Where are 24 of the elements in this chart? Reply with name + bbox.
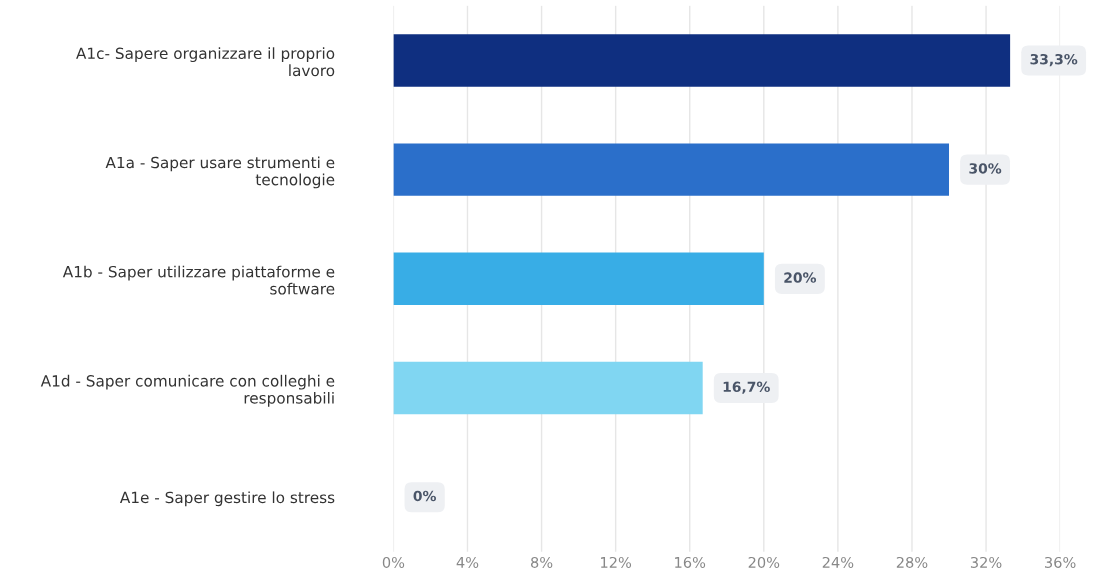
x-tick-label: 20%	[748, 556, 780, 568]
x-tick-label: 24%	[822, 556, 854, 568]
data-label: 33,3%	[1030, 53, 1078, 67]
x-tick-label: 12%	[601, 556, 632, 568]
x-tick-label: 36%	[1045, 556, 1076, 568]
bar	[393, 252, 764, 306]
bar	[393, 34, 1011, 87]
y-tick-label: A1c- Sapere organizzare il proprio lavoro	[76, 47, 335, 77]
data-label: 16,7%	[723, 381, 770, 394]
x-tick-label: 16%	[675, 556, 706, 568]
x-tick-label: 4%	[456, 556, 479, 568]
data-label: 30%	[969, 163, 1002, 174]
data-label: 0%	[413, 490, 436, 502]
data-label: 20%	[784, 272, 817, 283]
y-tick-label: A1d - Saper comunicare con colleghi e responsabili	[40, 374, 335, 407]
bar	[393, 143, 950, 196]
x-tick-label: 28%	[896, 556, 928, 568]
y-tick-label: A1a - Saper usare strumenti e tecnologie	[105, 156, 335, 189]
bar	[393, 361, 703, 415]
x-tick-label: 8%	[530, 556, 553, 568]
y-tick-label: A1e - Saper gestire lo stress	[119, 491, 335, 507]
x-tick-label: 32%	[970, 556, 1002, 568]
x-tick-label: 0%	[382, 556, 405, 568]
y-tick-label: A1b - Saper utilizzare piattaforme e software	[62, 265, 335, 295]
